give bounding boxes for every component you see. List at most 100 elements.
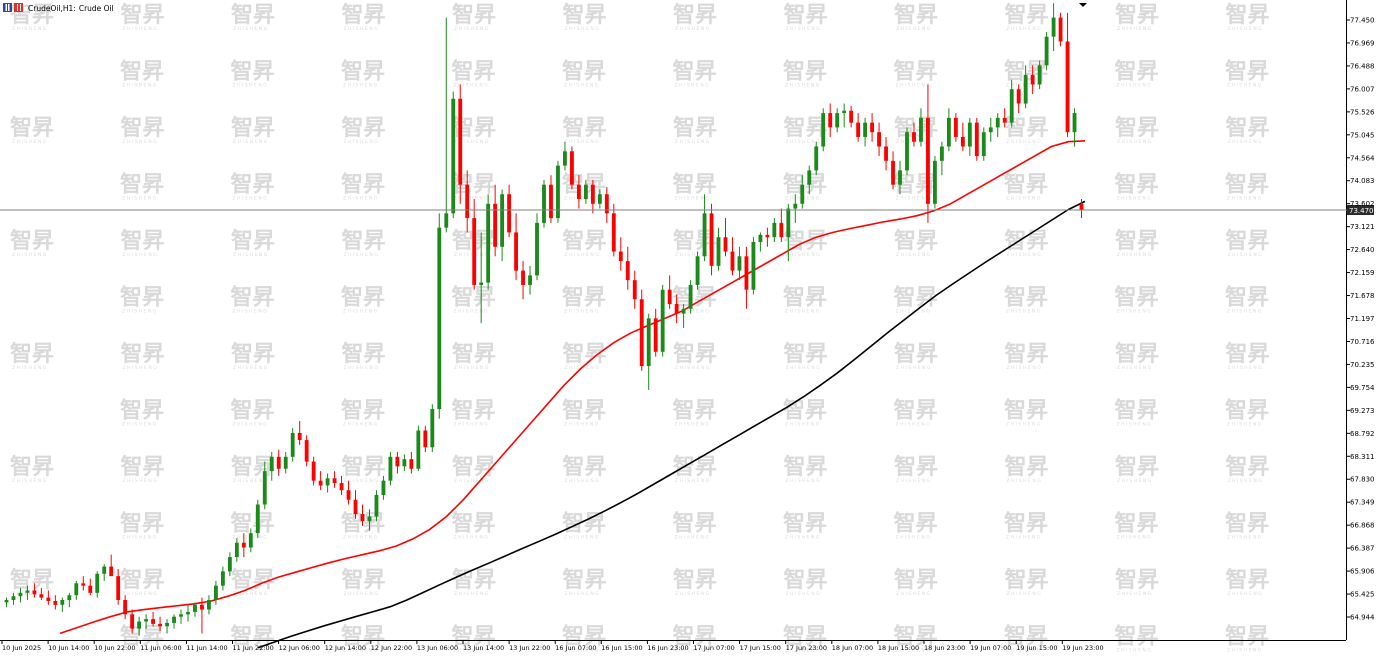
watermark-subtext: ZHISHENG	[564, 196, 600, 202]
watermark-text: 智昇	[342, 2, 386, 28]
candle-body	[528, 275, 532, 285]
watermark-subtext: ZHISHENG	[454, 196, 490, 202]
candle-body	[248, 533, 253, 548]
time-tick-label: 18 Jun 23:00	[924, 644, 965, 652]
watermark-text: 智昇	[673, 454, 717, 480]
watermark-text: 智昇	[10, 341, 54, 367]
watermark-text: 智昇	[894, 454, 938, 480]
candle-body	[800, 184, 805, 204]
candle-body	[926, 117, 930, 204]
chart-type-icon	[3, 3, 25, 13]
watermark-subtext: ZHISHENG	[675, 26, 711, 32]
watermark-subtext: ZHISHENG	[343, 422, 379, 428]
watermark-subtext: ZHISHENG	[1227, 422, 1263, 428]
candle-body	[479, 282, 484, 285]
watermark-text: 智昇	[894, 567, 938, 593]
candle-body	[123, 600, 128, 615]
watermark-text: 智昇	[341, 398, 385, 424]
candle-body	[472, 218, 477, 285]
candle-body	[1016, 89, 1021, 104]
candle-body	[521, 270, 525, 285]
watermark-subtext: ZHISHENG	[344, 139, 380, 145]
watermark-text: 智昇	[452, 624, 496, 650]
watermark-subtext: ZHISHENG	[1227, 196, 1263, 202]
watermark-subtext: ZHISHENG	[454, 252, 490, 258]
watermark-text: 智昇	[783, 398, 827, 424]
chart-title: CrudeOil,H1: Crude Oil	[3, 2, 114, 14]
watermark-text: 智昇	[231, 341, 275, 367]
candle-body	[681, 308, 686, 314]
watermark-subtext: ZHISHENG	[565, 252, 601, 258]
watermark-text: 智昇	[1004, 398, 1048, 424]
watermark-subtext: ZHISHENG	[1006, 422, 1042, 428]
candle-body	[81, 583, 86, 586]
candle-body	[1072, 113, 1077, 133]
watermark-subtext: ZHISHENG	[233, 422, 269, 428]
watermark-text: 智昇	[120, 59, 164, 85]
watermark-text: 智昇	[673, 398, 717, 424]
candle-body	[130, 614, 135, 629]
candle-body	[458, 98, 463, 185]
watermark-text: 智昇	[563, 2, 607, 28]
watermark-subtext: ZHISHENG	[565, 591, 601, 597]
watermark-subtext: ZHISHENG	[123, 26, 159, 32]
candle-body	[919, 117, 923, 142]
watermark-subtext: ZHISHENG	[1007, 252, 1043, 258]
watermark-subtext: ZHISHENG	[564, 83, 600, 89]
candle-body	[611, 213, 616, 252]
watermark-text: 智昇	[1004, 285, 1048, 311]
candle-body	[576, 184, 581, 200]
watermark-text: 智昇	[1226, 454, 1270, 480]
time-tick-label: 11 Jun 06:00	[140, 644, 181, 652]
watermark-text: 智昇	[231, 398, 275, 424]
watermark-text: 智昇	[1005, 567, 1049, 593]
watermark-subtext: ZHISHENG	[233, 83, 269, 89]
watermark-subtext: ZHISHENG	[1117, 26, 1153, 32]
watermark-text: 智昇	[10, 228, 54, 254]
candle-body	[709, 213, 714, 266]
watermark-subtext: ZHISHENG	[896, 422, 932, 428]
watermark-subtext: ZHISHENG	[1228, 478, 1264, 484]
candle-body	[395, 456, 400, 467]
candle-body	[863, 122, 868, 137]
watermark-text: 智昇	[894, 398, 938, 424]
candle-body	[144, 619, 149, 622]
watermark-text: 智昇	[342, 115, 386, 141]
watermark-text: 智昇	[342, 228, 386, 254]
watermark-text: 智昇	[1226, 2, 1270, 28]
time-tick-label: 10 Jun 2025	[2, 644, 41, 652]
candle-body	[660, 289, 665, 352]
candle-body	[939, 146, 944, 161]
watermark-text: 智昇	[231, 454, 275, 480]
candle-body	[946, 117, 951, 147]
watermark-subtext: ZHISHENG	[1228, 591, 1264, 597]
watermark-subtext: ZHISHENG	[786, 252, 822, 258]
candle-body	[95, 573, 100, 593]
candle-body	[207, 600, 211, 610]
watermark-subtext: ZHISHENG	[675, 591, 711, 597]
candle-body	[339, 483, 344, 491]
watermark-subtext: ZHISHENG	[454, 309, 490, 315]
watermark-subtext: ZHISHENG	[343, 196, 379, 202]
candle-body	[535, 222, 539, 276]
watermark-text: 智昇	[1225, 59, 1269, 85]
watermark-subtext: ZHISHENG	[675, 365, 711, 371]
watermark-text: 智昇	[231, 285, 275, 311]
ma-fast-line	[59, 140, 1086, 635]
candle-body	[269, 456, 274, 472]
watermark-subtext: ZHISHENG	[233, 139, 269, 145]
time-axis[interactable]: 10 Jun 2025 10 Jun 14:00 10 Jun 22:00 11 Ju…	[1, 640, 1104, 652]
candle-body	[11, 596, 16, 601]
candle-body	[32, 590, 37, 595]
time-tick-label: 19 Jun 23:00	[1062, 644, 1103, 652]
price-axis[interactable]: 77.450 76.969 76.488 76.007 75.526 75.045 74.5…	[1346, 17, 1375, 622]
price-tick-label: 71.197	[1350, 315, 1375, 323]
watermark-subtext: ZHISHENG	[1007, 478, 1043, 484]
watermark-subtext: ZHISHENG	[896, 196, 932, 202]
watermark-text: 智昇	[1005, 341, 1049, 367]
watermark-text: 智昇	[121, 228, 165, 254]
watermark-text: 智昇	[452, 511, 496, 537]
